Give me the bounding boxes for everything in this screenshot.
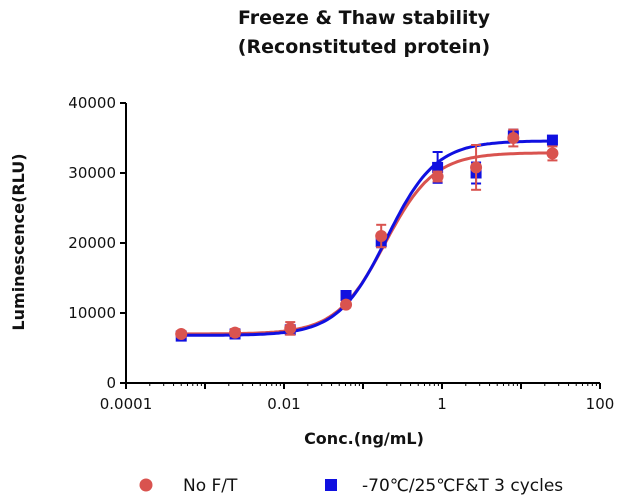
tick-marks: 0 10000 20000 30000 40000 0.0001 0.01 1 100 xyxy=(68,94,614,413)
y-axis-label: Luminescence(RLU) xyxy=(9,153,28,330)
fitted-curves xyxy=(181,139,553,337)
data-point-circle xyxy=(229,326,242,339)
data-point-square xyxy=(546,134,558,146)
data-point-circle xyxy=(546,147,559,160)
legend: No F/T -70℃/25℃F&T 3 cycles xyxy=(139,476,563,496)
legend-label-ft-3-cycles: -70℃/25℃F&T 3 cycles xyxy=(362,476,563,496)
x-tick-label: 1 xyxy=(437,395,447,413)
data-point-circle xyxy=(431,170,444,183)
fit-curve-no-ft xyxy=(181,151,553,336)
legend-marker-ft-3-cycles xyxy=(325,479,337,491)
x-axis-label: Conc.(ng/mL) xyxy=(304,429,424,448)
axes xyxy=(125,103,600,384)
x-tick-label: 100 xyxy=(586,395,615,413)
data-point-circle xyxy=(175,328,188,340)
y-tick-label: 10000 xyxy=(68,304,116,322)
chart-title: Freeze & Thaw stability xyxy=(238,7,491,29)
y-tick-label: 0 xyxy=(106,374,116,392)
data-point-circle xyxy=(375,230,388,242)
legend-label-no-ft: No F/T xyxy=(183,476,238,496)
data-point-circle xyxy=(340,298,353,311)
y-tick-label: 30000 xyxy=(68,164,116,182)
fit-curve-ft-3-cycles xyxy=(181,139,553,337)
data-point-circle xyxy=(507,132,520,144)
data-point-circle xyxy=(470,161,483,174)
legend-marker-no-ft xyxy=(139,478,153,492)
y-tick-label: 40000 xyxy=(68,94,116,112)
data-points xyxy=(175,128,559,342)
y-tick-label: 20000 xyxy=(68,234,116,252)
chart-subtitle: (Reconstituted protein) xyxy=(238,36,490,58)
data-point-square xyxy=(340,290,352,301)
data-point-square xyxy=(432,161,444,173)
x-tick-label: 0.01 xyxy=(267,395,300,413)
x-tick-label: 0.0001 xyxy=(100,395,153,413)
data-point-circle xyxy=(284,322,297,335)
